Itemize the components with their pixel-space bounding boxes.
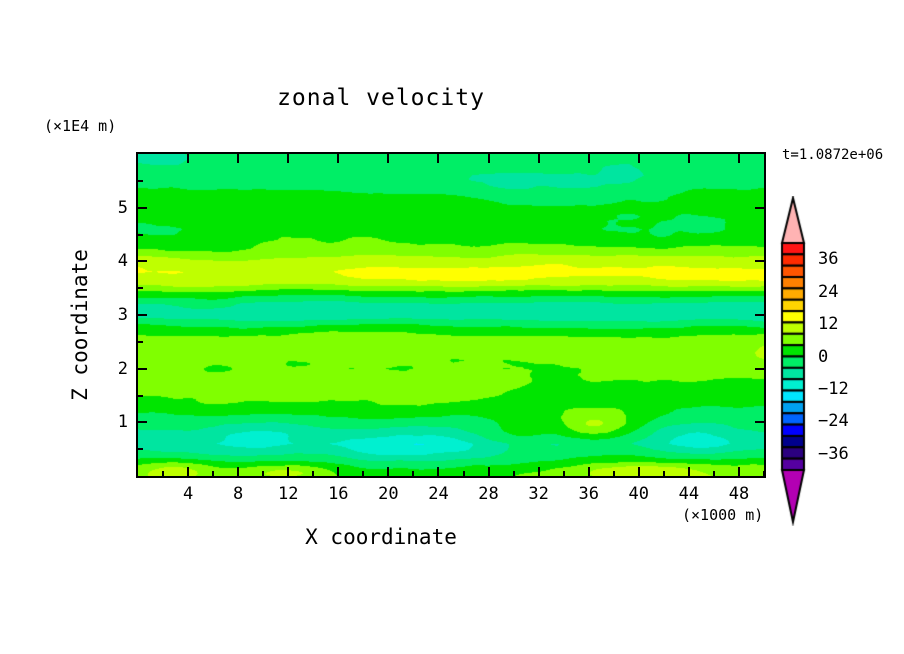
x-tick-mark-top bbox=[437, 154, 440, 163]
y-tick-mark bbox=[138, 206, 147, 209]
colorbar-tick-label: 12 bbox=[818, 314, 839, 335]
x-tick-mark-top bbox=[237, 154, 240, 163]
x-tick-mark-top bbox=[537, 154, 540, 163]
x-tick-mark bbox=[637, 467, 640, 476]
colorbar-tick-label: −36 bbox=[818, 443, 849, 464]
x-tick-mark-top bbox=[687, 154, 690, 163]
colorbar-tick-label: 24 bbox=[818, 281, 839, 302]
x-minor-tick-mark bbox=[362, 471, 365, 476]
x-minor-tick-mark bbox=[662, 471, 665, 476]
colorbar-tick-label: −24 bbox=[818, 411, 849, 432]
colorbar-tick-label: −12 bbox=[818, 378, 849, 399]
y-tick-label: 5 bbox=[117, 197, 128, 218]
x-minor-tick-mark bbox=[763, 471, 765, 476]
colorbar-canvas bbox=[768, 196, 816, 526]
y-minor-tick-mark bbox=[138, 287, 143, 290]
x-minor-tick-mark bbox=[512, 471, 515, 476]
x-tick-label: 48 bbox=[728, 484, 750, 504]
x-tick-label: 28 bbox=[478, 484, 499, 504]
x-tick-mark-top bbox=[487, 154, 490, 163]
contour-field-canvas bbox=[138, 154, 764, 476]
y-tick-mark-right bbox=[755, 421, 764, 424]
y-tick-mark-right bbox=[755, 314, 764, 316]
x-tick-label: 24 bbox=[428, 484, 449, 504]
x-tick-mark bbox=[587, 467, 590, 476]
colorbar bbox=[768, 196, 816, 526]
y-tick-mark-right bbox=[755, 367, 764, 370]
x-tick-label: 20 bbox=[378, 484, 399, 504]
x-tick-mark bbox=[387, 467, 390, 476]
time-annotation: t=1.0872e+06 bbox=[782, 147, 884, 163]
x-tick-label: 8 bbox=[233, 484, 244, 504]
x-tick-mark bbox=[187, 467, 190, 476]
y-axis-title: Z coordinate bbox=[68, 249, 92, 401]
x-minor-tick-mark bbox=[612, 471, 615, 476]
x-minor-tick-mark bbox=[262, 471, 265, 476]
x-tick-label: 16 bbox=[328, 484, 349, 504]
x-axis-title: X coordinate bbox=[305, 525, 457, 549]
x-tick-mark bbox=[237, 467, 240, 476]
page-title: zonal velocity bbox=[277, 85, 485, 111]
x-tick-mark-top bbox=[187, 154, 190, 163]
x-tick-label: 32 bbox=[528, 484, 549, 504]
x-tick-mark-top bbox=[337, 154, 340, 163]
x-tick-label: 40 bbox=[628, 484, 650, 504]
x-tick-mark bbox=[287, 467, 290, 476]
y-tick-label: 4 bbox=[117, 251, 128, 272]
x-minor-tick-mark bbox=[712, 471, 715, 476]
y-tick-label: 3 bbox=[117, 305, 128, 325]
y-tick-label: 2 bbox=[117, 358, 128, 379]
x-minor-tick-mark bbox=[212, 471, 215, 476]
y-tick-mark-right bbox=[755, 260, 764, 263]
x-tick-mark bbox=[537, 467, 540, 476]
y-tick-label: 1 bbox=[117, 412, 128, 433]
y-minor-tick-mark bbox=[138, 179, 143, 182]
colorbar-tick-label: 0 bbox=[818, 346, 829, 367]
x-tick-label: 4 bbox=[182, 484, 194, 504]
y-minor-tick-mark bbox=[138, 394, 143, 397]
x-tick-mark bbox=[337, 467, 340, 476]
x-tick-mark bbox=[437, 467, 440, 476]
x-tick-mark bbox=[687, 467, 690, 476]
x-tick-label: 36 bbox=[578, 484, 599, 504]
x-tick-label: 12 bbox=[277, 484, 299, 504]
x-minor-tick-mark bbox=[162, 471, 165, 476]
y-tick-mark bbox=[138, 367, 147, 370]
y-axis-unit-label: (×1E4 m) bbox=[44, 117, 117, 135]
x-tick-mark-top bbox=[387, 154, 390, 163]
x-minor-tick-mark bbox=[312, 471, 315, 476]
y-minor-tick-mark bbox=[138, 340, 143, 343]
x-tick-mark-top bbox=[737, 154, 740, 163]
x-minor-tick-mark bbox=[462, 471, 465, 476]
y-tick-mark bbox=[138, 260, 147, 263]
y-minor-tick-mark bbox=[138, 233, 143, 236]
y-minor-tick-mark bbox=[138, 448, 143, 451]
x-minor-tick-mark bbox=[562, 471, 565, 476]
x-tick-mark-top bbox=[637, 154, 640, 163]
x-tick-label: 44 bbox=[678, 484, 700, 504]
x-minor-tick-mark bbox=[412, 471, 415, 476]
x-tick-mark bbox=[737, 467, 740, 476]
plot-area bbox=[136, 152, 766, 478]
y-tick-mark bbox=[138, 421, 147, 424]
y-tick-mark-right bbox=[755, 206, 764, 209]
x-tick-mark bbox=[487, 467, 490, 476]
x-tick-mark-top bbox=[587, 154, 590, 163]
y-tick-mark bbox=[138, 314, 147, 316]
colorbar-tick-label: 36 bbox=[818, 249, 839, 270]
x-tick-mark-top bbox=[287, 154, 290, 163]
x-axis-unit-label: (×1000 m) bbox=[682, 506, 764, 524]
